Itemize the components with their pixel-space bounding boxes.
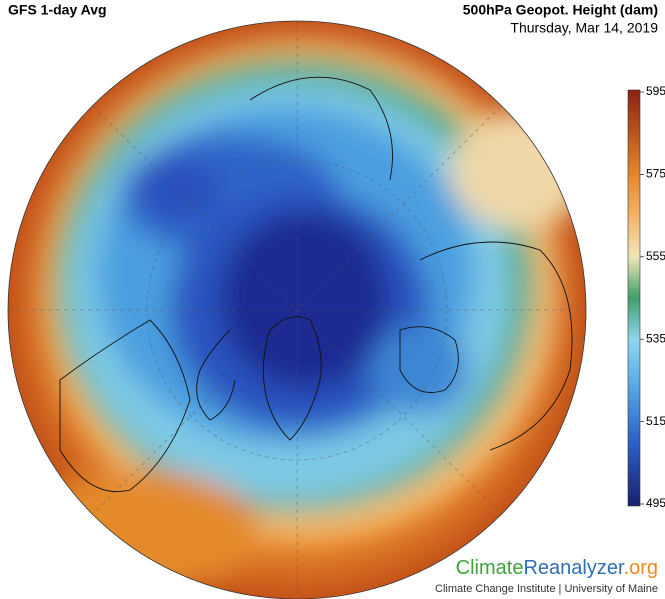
logo-subtitle: Climate Change Institute | University of… [435,583,658,595]
colorbar-tick-label: 575 [646,167,665,181]
colorbar [627,89,641,507]
colorbar-tick-label: 495 [646,496,665,510]
graticule [8,21,586,599]
colorbar-tick-label: 535 [646,331,665,345]
logo: ClimateReanalyzer.org [456,557,658,579]
colorbar-tick-label: 555 [646,249,665,263]
map-title: GFS 1-day Avg [8,2,107,18]
globe-outline [7,20,587,599]
coastlines [59,76,573,493]
logo-part: Reanalyzer [523,557,625,579]
colorbar-ticks: 495 515 535 555 575 595 [640,84,665,510]
colorbar-tick-label: 515 [646,414,665,428]
globe [8,21,586,599]
colorbar-tick-label: 595 [646,84,665,98]
logo-part: Climate [456,557,524,579]
logo-part: .org [624,557,658,579]
date-label: Thursday, Mar 14, 2019 [510,20,658,36]
variable-label: 500hPa Geopot. Height (dam) [463,2,658,18]
